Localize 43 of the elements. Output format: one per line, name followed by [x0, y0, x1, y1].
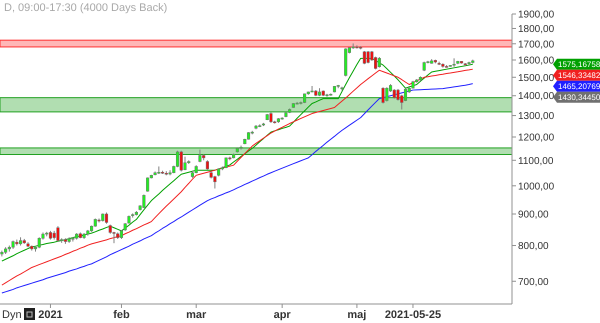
x-tick-label: 2021 — [38, 309, 63, 321]
candlestick — [396, 88, 400, 102]
text: 1575,16758 — [558, 60, 600, 70]
text: 1546,33482 — [558, 71, 600, 80]
candlestick — [362, 50, 366, 65]
candlestick — [382, 86, 385, 104]
candlestick — [38, 236, 41, 249]
y-tick-label: 800,00 — [518, 241, 550, 252]
line-series — [1, 58, 474, 262]
candlestick — [108, 224, 112, 234]
candlestick — [146, 176, 150, 192]
candlestick — [378, 56, 381, 68]
x-tick-label: maj — [347, 309, 366, 321]
chart-title: D, 09:00-17:30 (4000 Days Back) — [4, 2, 168, 14]
x-tick-label: 2021-05-25 — [384, 309, 442, 321]
candlestick — [385, 86, 388, 102]
y-tick-label: 1500,00 — [518, 72, 555, 84]
y-tick-label: 700,00 — [518, 276, 550, 288]
y-tick-label: 1900,00 — [518, 10, 555, 20]
candlestick — [180, 150, 183, 172]
text: 1430,34450 — [558, 93, 600, 102]
y-tick-label: 1800,00 — [518, 24, 555, 35]
candlestick — [422, 61, 426, 72]
candlestick — [104, 212, 108, 224]
candlestick — [142, 194, 146, 209]
candlestick — [269, 112, 273, 124]
x-tick-label: feb — [113, 309, 130, 321]
y-tick-label: 1600,00 — [518, 55, 555, 66]
candlestick — [366, 50, 370, 64]
y-tick-label: 1400,00 — [518, 91, 555, 102]
candlestick — [56, 226, 60, 242]
y-tick-label: 1700,00 — [518, 39, 555, 50]
candlestick — [198, 149, 202, 163]
y-tick-label: 900,00 — [518, 210, 550, 220]
text: Dyn — [2, 309, 22, 321]
x-tick-label: mar — [186, 309, 208, 321]
text: 1465,20769 — [558, 82, 600, 92]
x-tick-label: apr — [274, 309, 292, 321]
y-tick-label: 1300,00 — [518, 111, 555, 122]
candlestick — [213, 175, 216, 189]
y-tick-label: 1000,00 — [518, 181, 555, 192]
y-tick-label: 1100,00 — [518, 156, 554, 167]
y-tick-label: 1200,00 — [518, 132, 555, 144]
